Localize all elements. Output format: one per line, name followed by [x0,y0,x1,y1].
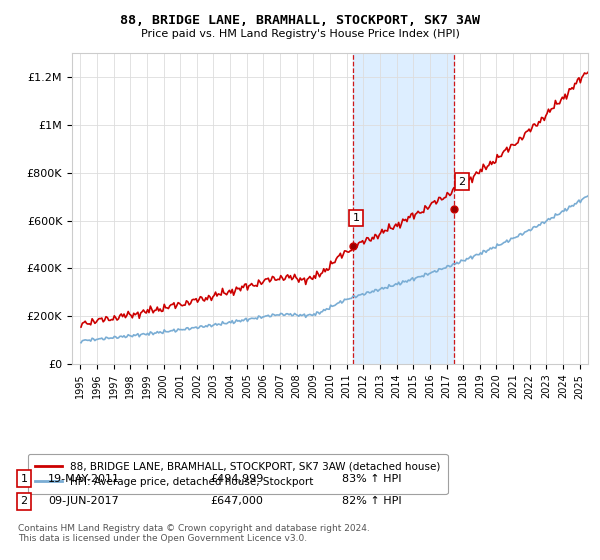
Text: Price paid vs. HM Land Registry's House Price Index (HPI): Price paid vs. HM Land Registry's House … [140,29,460,39]
Text: 19-MAY-2011: 19-MAY-2011 [48,474,120,484]
Text: 1: 1 [20,474,28,484]
Bar [353,53,454,364]
Text: Contains HM Land Registry data © Crown copyright and database right 2024.
This d: Contains HM Land Registry data © Crown c… [18,524,370,543]
Text: 09-JUN-2017: 09-JUN-2017 [48,496,119,506]
Text: 82% ↑ HPI: 82% ↑ HPI [342,496,401,506]
Text: 1: 1 [353,213,360,223]
Legend: 88, BRIDGE LANE, BRAMHALL, STOCKPORT, SK7 3AW (detached house), HPI: Average pri: 88, BRIDGE LANE, BRAMHALL, STOCKPORT, SK… [28,454,448,494]
Text: 88, BRIDGE LANE, BRAMHALL, STOCKPORT, SK7 3AW: 88, BRIDGE LANE, BRAMHALL, STOCKPORT, SK… [120,14,480,27]
Text: 2: 2 [458,177,466,187]
Text: £494,999: £494,999 [210,474,263,484]
Text: 2: 2 [20,496,28,506]
Text: £647,000: £647,000 [210,496,263,506]
Text: 83% ↑ HPI: 83% ↑ HPI [342,474,401,484]
